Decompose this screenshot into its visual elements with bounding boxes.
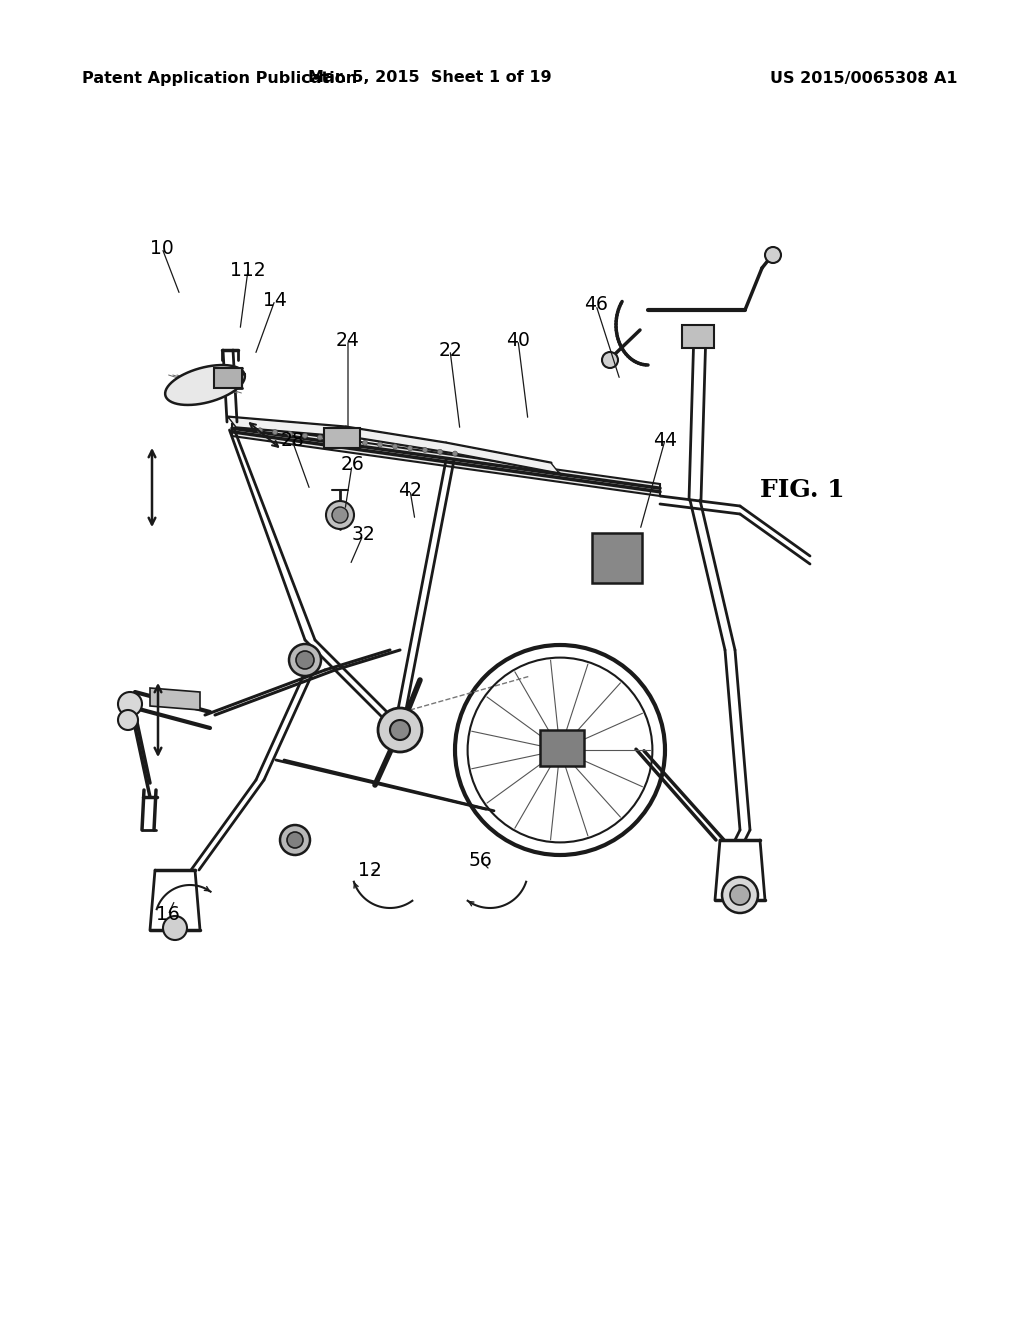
Circle shape	[423, 447, 427, 453]
Text: 44: 44	[653, 430, 677, 450]
Polygon shape	[232, 424, 660, 496]
Circle shape	[722, 876, 758, 913]
Polygon shape	[214, 368, 242, 388]
Polygon shape	[540, 730, 584, 766]
Text: 112: 112	[230, 260, 266, 280]
Polygon shape	[592, 533, 642, 583]
Text: 40: 40	[506, 330, 530, 350]
Circle shape	[317, 436, 323, 440]
Text: 10: 10	[151, 239, 174, 257]
Circle shape	[118, 692, 142, 715]
Circle shape	[765, 247, 781, 263]
Circle shape	[378, 442, 383, 447]
Circle shape	[296, 651, 314, 669]
Circle shape	[326, 502, 354, 529]
Circle shape	[257, 428, 262, 433]
Text: Patent Application Publication: Patent Application Publication	[82, 70, 357, 86]
Text: FIG. 1: FIG. 1	[760, 478, 845, 502]
Polygon shape	[682, 325, 714, 348]
Circle shape	[118, 710, 138, 730]
Circle shape	[333, 437, 338, 442]
Circle shape	[378, 708, 422, 752]
Polygon shape	[324, 428, 360, 447]
Circle shape	[453, 451, 458, 457]
Circle shape	[302, 433, 307, 438]
Circle shape	[602, 352, 618, 368]
Text: 28: 28	[281, 430, 304, 450]
Text: 56: 56	[468, 850, 492, 870]
Circle shape	[455, 645, 665, 855]
Text: 46: 46	[584, 296, 608, 314]
Circle shape	[437, 449, 442, 454]
Text: 24: 24	[336, 330, 360, 350]
Text: 12: 12	[358, 861, 382, 879]
Circle shape	[392, 444, 397, 449]
Circle shape	[544, 734, 575, 766]
Text: Mar. 5, 2015  Sheet 1 of 19: Mar. 5, 2015 Sheet 1 of 19	[308, 70, 552, 86]
Circle shape	[280, 825, 310, 855]
Circle shape	[730, 884, 750, 906]
Circle shape	[347, 438, 352, 444]
Circle shape	[362, 441, 368, 445]
Circle shape	[287, 832, 303, 847]
Polygon shape	[165, 366, 245, 405]
Circle shape	[390, 719, 410, 741]
Circle shape	[272, 429, 278, 434]
Text: 26: 26	[340, 455, 364, 474]
Text: 16: 16	[156, 906, 180, 924]
Polygon shape	[228, 417, 559, 473]
Text: 42: 42	[398, 480, 422, 499]
Circle shape	[332, 507, 348, 523]
Circle shape	[289, 644, 321, 676]
Text: US 2015/0065308 A1: US 2015/0065308 A1	[770, 70, 957, 86]
Text: 14: 14	[263, 290, 287, 309]
Circle shape	[408, 446, 413, 450]
Circle shape	[163, 916, 187, 940]
Circle shape	[288, 432, 293, 437]
Text: 22: 22	[438, 341, 462, 359]
Polygon shape	[150, 688, 200, 710]
Text: 32: 32	[351, 525, 375, 544]
